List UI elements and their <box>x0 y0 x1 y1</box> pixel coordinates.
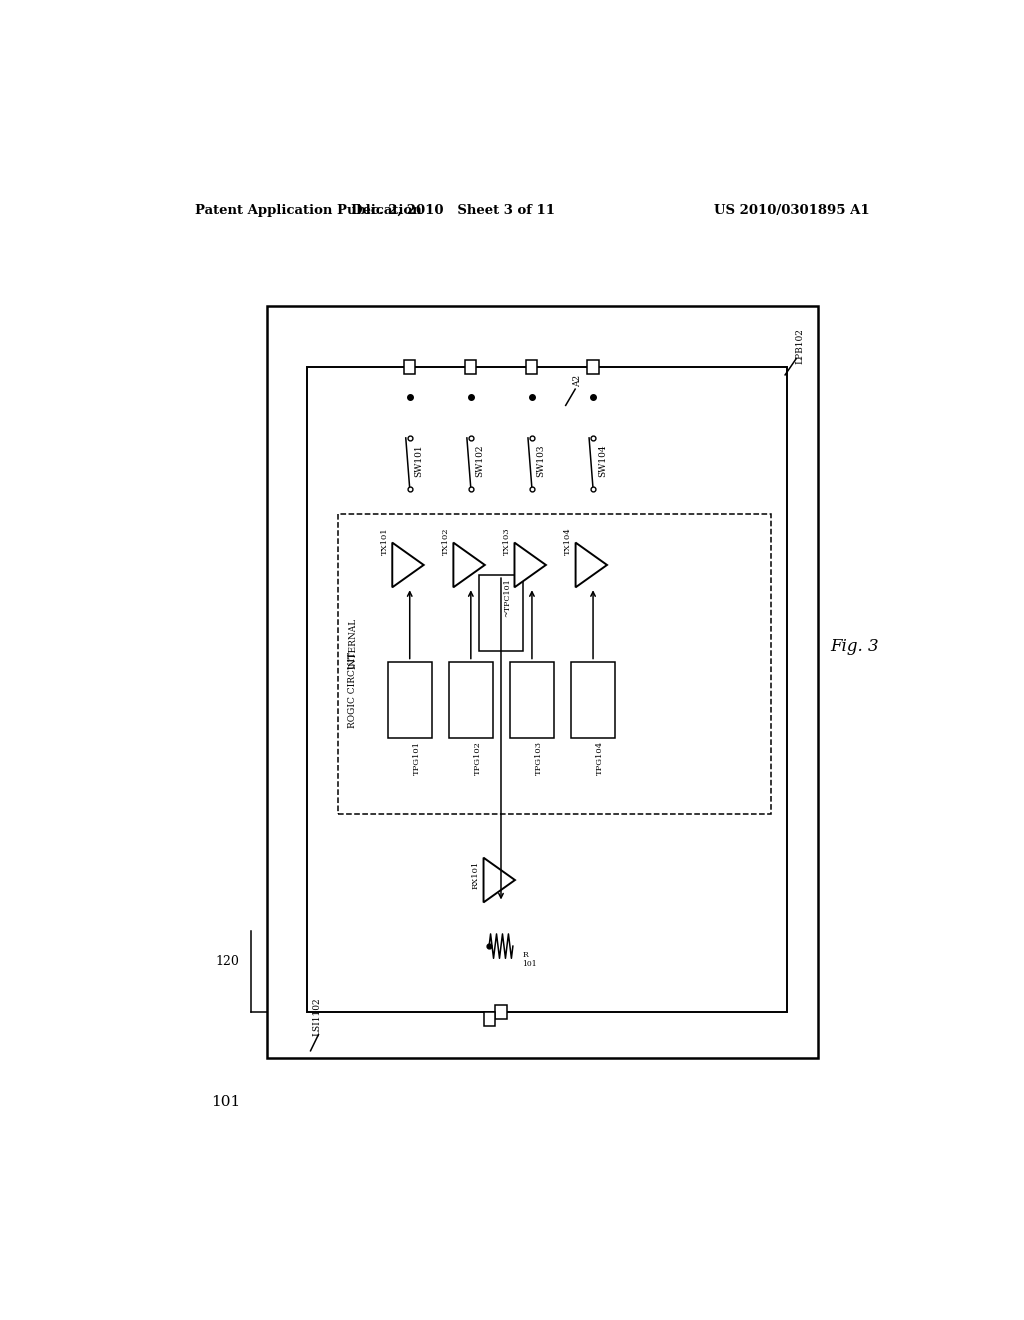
Text: TPG103: TPG103 <box>536 741 543 775</box>
Text: TX101: TX101 <box>381 527 389 554</box>
Bar <box>526 359 538 374</box>
Text: TPG102: TPG102 <box>474 741 482 775</box>
Bar <box>571 661 614 738</box>
Text: 120: 120 <box>215 954 240 968</box>
Bar <box>588 359 599 374</box>
Text: ~TPC101: ~TPC101 <box>504 578 511 616</box>
Polygon shape <box>514 543 546 587</box>
Bar <box>483 1012 495 1027</box>
Bar <box>449 661 493 738</box>
Text: A2: A2 <box>572 375 582 387</box>
Bar <box>479 576 523 651</box>
Text: Dec. 2, 2010   Sheet 3 of 11: Dec. 2, 2010 Sheet 3 of 11 <box>351 205 555 216</box>
Polygon shape <box>392 543 424 587</box>
Text: TX102: TX102 <box>442 527 451 554</box>
Text: ROGIC CIRCUIT: ROGIC CIRCUIT <box>348 651 357 727</box>
Bar <box>496 1005 507 1019</box>
Text: RX101: RX101 <box>472 861 479 890</box>
Bar <box>267 306 818 1057</box>
Text: Fig. 3: Fig. 3 <box>830 638 879 655</box>
Bar <box>510 661 554 738</box>
Text: Patent Application Publication: Patent Application Publication <box>196 205 422 216</box>
Text: TX103: TX103 <box>504 527 511 554</box>
Polygon shape <box>575 543 607 587</box>
Text: SW104: SW104 <box>598 445 607 477</box>
Bar <box>338 515 771 814</box>
Text: LSI1102: LSI1102 <box>313 997 322 1036</box>
Text: R
101: R 101 <box>522 952 537 969</box>
Text: 101: 101 <box>211 1094 241 1109</box>
Text: US 2010/0301895 A1: US 2010/0301895 A1 <box>715 205 870 216</box>
Text: TX104: TX104 <box>564 527 572 554</box>
Text: SW102: SW102 <box>475 445 484 477</box>
Bar <box>306 367 786 1012</box>
Text: INTERNAL: INTERNAL <box>348 618 357 669</box>
Text: LPB102: LPB102 <box>796 327 805 364</box>
Text: TPG104: TPG104 <box>596 741 604 775</box>
Polygon shape <box>454 543 484 587</box>
Bar <box>465 359 476 374</box>
Text: TPG101: TPG101 <box>413 741 421 775</box>
Bar <box>388 661 431 738</box>
Polygon shape <box>483 858 515 903</box>
Text: SW103: SW103 <box>537 445 546 477</box>
Text: SW101: SW101 <box>415 445 424 477</box>
Bar <box>404 359 416 374</box>
